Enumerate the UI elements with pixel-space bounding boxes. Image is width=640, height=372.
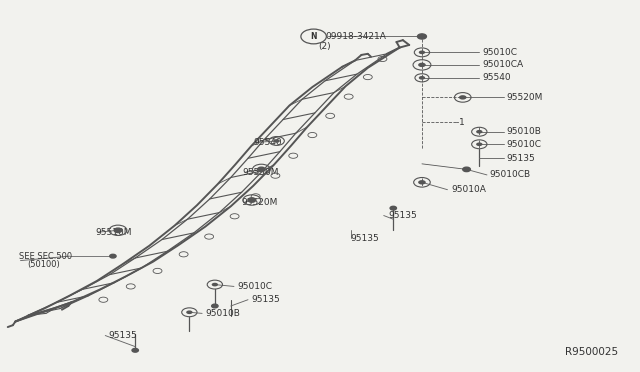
Circle shape (257, 167, 265, 171)
Circle shape (418, 180, 426, 185)
Text: 95510M: 95510M (96, 228, 132, 237)
Text: 95010A: 95010A (451, 185, 486, 194)
Text: 95135: 95135 (351, 234, 380, 243)
Text: 95530M: 95530M (243, 168, 279, 177)
Circle shape (459, 95, 467, 100)
Text: (50100): (50100) (27, 260, 60, 269)
Text: 95010C: 95010C (507, 140, 541, 149)
Circle shape (419, 76, 425, 80)
Circle shape (132, 349, 138, 352)
Circle shape (212, 304, 218, 308)
Text: 95540: 95540 (253, 138, 282, 147)
Text: 95520M: 95520M (507, 93, 543, 102)
Text: 09918-3421A: 09918-3421A (325, 32, 386, 41)
Text: 95135: 95135 (108, 331, 137, 340)
Text: 1: 1 (459, 118, 465, 127)
Circle shape (476, 130, 483, 134)
Text: 95135: 95135 (507, 154, 536, 163)
Circle shape (419, 51, 425, 54)
Text: 95010B: 95010B (205, 309, 240, 318)
Text: N: N (310, 32, 317, 41)
Text: (2): (2) (319, 42, 332, 51)
Circle shape (212, 283, 218, 286)
Circle shape (417, 34, 426, 39)
Text: R9500025: R9500025 (565, 347, 618, 357)
Circle shape (114, 228, 122, 232)
Circle shape (418, 62, 426, 67)
Circle shape (186, 310, 193, 314)
Circle shape (273, 139, 280, 143)
Text: 95010C: 95010C (237, 282, 272, 291)
Circle shape (463, 167, 470, 171)
Circle shape (248, 198, 255, 202)
Circle shape (476, 142, 483, 146)
Text: 95135: 95135 (389, 211, 417, 220)
Text: 95010CB: 95010CB (490, 170, 531, 179)
Circle shape (109, 254, 116, 258)
Text: 95010C: 95010C (483, 48, 518, 57)
Text: 95010B: 95010B (507, 127, 541, 136)
Text: 95010CA: 95010CA (483, 60, 524, 70)
Text: SEE SEC.500: SEE SEC.500 (19, 251, 72, 261)
Circle shape (390, 206, 396, 210)
Text: 95135: 95135 (251, 295, 280, 304)
Text: 95540: 95540 (483, 73, 511, 82)
Text: 95520M: 95520M (241, 198, 277, 207)
